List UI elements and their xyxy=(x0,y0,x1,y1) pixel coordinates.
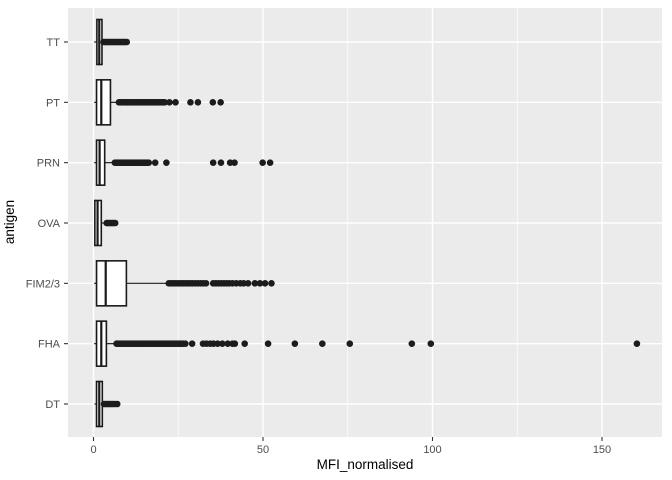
outlier-point xyxy=(161,99,168,106)
outlier-point xyxy=(259,159,266,166)
outlier-point xyxy=(319,340,326,347)
outlier-point xyxy=(251,280,259,287)
iqr-box xyxy=(95,260,128,307)
outlier-point xyxy=(633,340,641,347)
outlier-point xyxy=(291,340,299,347)
y-tick-label: FHA xyxy=(38,339,61,351)
x-tick-label: 150 xyxy=(593,444,611,456)
outlier-point xyxy=(346,340,354,347)
outlier-point xyxy=(408,340,416,347)
outlier-point xyxy=(427,340,435,347)
outlier-point xyxy=(231,340,239,347)
outlier-point xyxy=(231,159,238,166)
boxplot-TT xyxy=(94,18,131,66)
outlier-point xyxy=(241,340,248,347)
boxplot-OVA xyxy=(94,199,119,247)
outlier-point xyxy=(224,340,232,347)
axes-layer: 0 50 100 150 TT PT PRN OVA FIM2/3 FHA DT xyxy=(26,37,611,456)
x-tick-label: 100 xyxy=(423,444,441,456)
outlier-point xyxy=(188,340,196,347)
x-tick-label: 0 xyxy=(90,444,96,456)
outlier-point xyxy=(202,280,210,287)
outlier-point xyxy=(264,340,272,347)
outlier-point xyxy=(214,340,221,347)
outlier-point xyxy=(261,280,269,287)
boxplot-DT xyxy=(94,380,121,428)
outlier-point xyxy=(111,219,119,227)
y-tick-label: FIM2/3 xyxy=(26,278,60,290)
outlier-point xyxy=(187,99,194,106)
y-tick-label: OVA xyxy=(38,218,61,230)
boxplot-FIM2/3 xyxy=(94,260,275,307)
outlier-point xyxy=(194,99,202,106)
outlier-point xyxy=(256,280,264,287)
iqr-box xyxy=(95,79,112,126)
outlier-point xyxy=(209,99,217,106)
x-tick-label: 50 xyxy=(257,444,269,456)
y-tick-label: PRN xyxy=(37,158,60,170)
outlier-point xyxy=(244,280,252,287)
outlier-point xyxy=(182,340,189,347)
outlier-point xyxy=(151,159,159,166)
outlier-point xyxy=(209,159,217,166)
y-tick-label: DT xyxy=(45,399,60,411)
outlier-point xyxy=(268,280,275,287)
y-axis-title: antigen xyxy=(2,200,17,244)
outlier-point xyxy=(266,159,274,166)
boxplot-FHA xyxy=(94,320,641,367)
y-tick-label: PT xyxy=(46,97,60,109)
boxplot-layer xyxy=(94,18,641,428)
y-tick-label: TT xyxy=(47,37,61,49)
boxplot-PT xyxy=(94,79,224,126)
x-axis-title: MFI_normalised xyxy=(317,457,414,472)
outlier-point xyxy=(172,99,179,106)
outlier-point xyxy=(145,159,153,166)
outlier-point xyxy=(217,159,225,166)
outlier-point xyxy=(217,99,224,106)
outlier-point xyxy=(123,38,131,46)
outlier-point xyxy=(166,99,173,106)
outlier-point xyxy=(219,340,226,347)
outlier-point xyxy=(113,400,121,408)
outlier-point xyxy=(163,159,170,166)
boxplot-PRN xyxy=(94,139,274,186)
